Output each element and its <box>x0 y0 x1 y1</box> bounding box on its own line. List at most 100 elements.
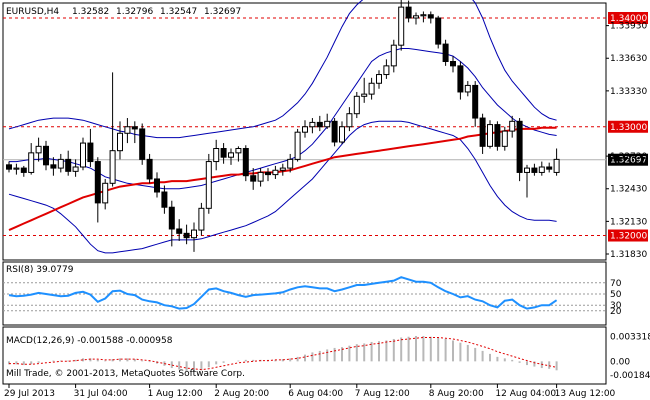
rsi-line <box>8 276 558 310</box>
candle <box>279 163 286 176</box>
candle-body <box>509 120 516 132</box>
rsi-level-label: 50 <box>610 290 622 300</box>
candle <box>390 39 397 73</box>
candle-body <box>361 93 368 97</box>
candle <box>383 59 390 79</box>
candle <box>442 39 449 66</box>
candle-body <box>442 43 449 63</box>
price-level-tag <box>608 120 648 133</box>
candle-body <box>65 158 72 172</box>
candle-body <box>553 158 560 173</box>
price-tick-label: 1.33930 <box>610 22 647 32</box>
candle <box>487 120 493 149</box>
candle-body <box>250 175 257 182</box>
macd-signal-line <box>9 337 557 371</box>
candle-body <box>420 14 427 17</box>
candle-body <box>257 171 264 182</box>
candle <box>102 178 109 210</box>
candle <box>302 120 308 138</box>
price-tick-label: 1.32730 <box>610 152 647 162</box>
candle-body <box>538 166 545 173</box>
candle <box>494 121 501 151</box>
price-level-tag <box>608 12 648 24</box>
candle <box>205 153 212 214</box>
macd-axis: 0.003318 0.00 -0.00184 <box>610 333 650 381</box>
candle-body <box>272 169 279 176</box>
price-level-label: 1.32000 <box>610 232 647 242</box>
candle-body <box>524 167 530 173</box>
candle-body <box>294 131 301 160</box>
time-tick-label: 31 Jul 04:00 <box>74 389 128 399</box>
price-level-tag <box>608 229 648 242</box>
candle-body <box>479 117 486 147</box>
time-tick-label: 13 Aug 12:00 <box>555 389 616 399</box>
candle-body <box>457 65 464 93</box>
candle <box>309 118 316 134</box>
candle-body <box>346 113 353 128</box>
candle-body <box>102 182 109 204</box>
candle <box>87 128 94 167</box>
time-tick-label: 12 Aug 04:00 <box>495 389 556 399</box>
candle <box>43 140 49 171</box>
candle <box>35 137 42 162</box>
time-tick-label: 8 Aug 20:00 <box>429 389 484 399</box>
candle-body <box>109 150 116 184</box>
candle-body <box>20 167 27 173</box>
candle <box>376 70 382 89</box>
rsi-level-label: 30 <box>610 301 622 311</box>
candle <box>176 219 183 241</box>
candle <box>28 143 35 175</box>
candle <box>331 118 338 147</box>
candle-body <box>191 229 197 239</box>
macd-label: MACD(12,26,9) -0.001588 -0.000958 <box>6 336 173 346</box>
candle <box>242 145 249 182</box>
candle-body <box>205 161 212 209</box>
candle-body <box>390 44 397 67</box>
candle <box>450 56 456 73</box>
chart-header-open: 1.32582 <box>72 7 109 17</box>
candle-body <box>450 61 456 67</box>
candle <box>294 128 301 162</box>
candle-body <box>35 145 42 154</box>
price-level-label: 1.33000 <box>610 123 647 133</box>
candle <box>553 148 560 176</box>
candle-body <box>309 121 316 128</box>
price-tick-label: 1.32430 <box>610 185 647 195</box>
chart-header-symbol: EURUSD,H4 <box>6 7 59 17</box>
candle <box>405 0 412 23</box>
candle-body <box>43 145 49 166</box>
candle <box>168 200 175 247</box>
candle-body <box>161 191 168 208</box>
time-tick-label: 29 Jul 2013 <box>4 389 55 399</box>
candle <box>65 150 72 176</box>
macd-tick-label: 0.00 <box>610 357 630 367</box>
candle <box>109 72 116 187</box>
candle <box>538 161 545 176</box>
price-axis: 1.33930 1.33630 1.33330 1.32730 1.32430 1.321… <box>606 22 647 260</box>
candle-body <box>279 167 286 171</box>
candle <box>124 118 131 144</box>
candle <box>94 157 101 223</box>
candle <box>413 12 419 25</box>
candle-body <box>94 161 101 204</box>
candlesticks <box>6 0 560 252</box>
candle-body <box>531 167 538 173</box>
candle <box>368 77 375 100</box>
macd-tick-label: 0.003318 <box>610 333 650 343</box>
candle <box>398 0 405 51</box>
candle <box>457 61 464 100</box>
candle <box>80 137 86 171</box>
copyright-text: Mill Trade, © 2001-2013, MetaQuotes Soft… <box>6 369 245 379</box>
macd-histogram <box>8 335 558 372</box>
candle-body <box>183 232 190 239</box>
candle <box>546 162 553 173</box>
candle <box>316 115 323 132</box>
candle-body <box>324 120 331 128</box>
price-tick-label: 1.31830 <box>610 250 647 260</box>
candle <box>154 172 160 198</box>
candle <box>509 115 516 138</box>
candle <box>346 107 353 132</box>
current-price-tag <box>608 153 648 166</box>
candle-body <box>339 126 345 143</box>
rsi-level-label: 20 <box>610 307 622 317</box>
